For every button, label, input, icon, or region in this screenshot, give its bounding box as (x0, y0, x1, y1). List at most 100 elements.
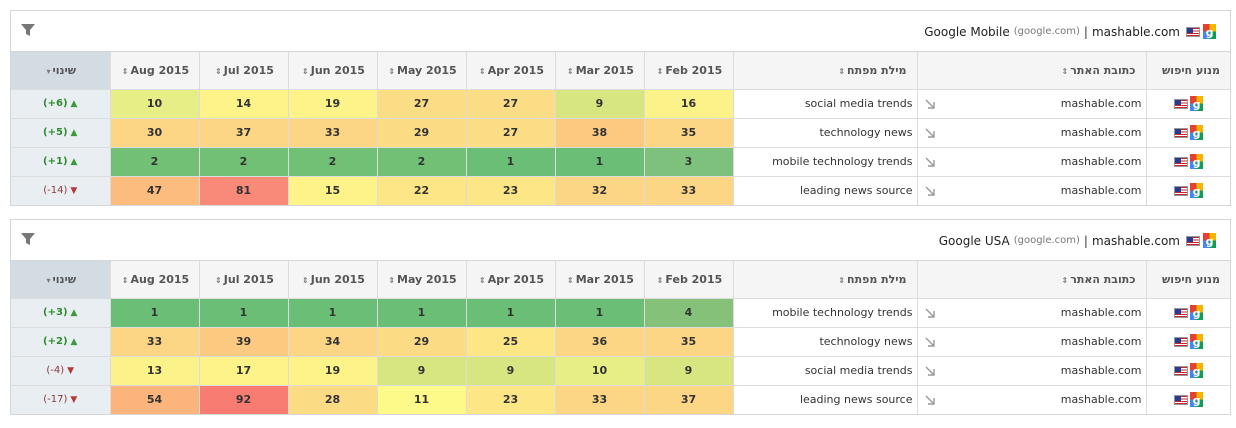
rank-cell: 32 (554, 175, 645, 205)
rank-change-cell: (-14) ▼ (11, 175, 111, 205)
filter-icon[interactable] (20, 231, 36, 247)
svg-text:g: g (1192, 365, 1200, 378)
site-column-header[interactable]: ⇕ כתובת האתר (916, 261, 1147, 299)
keyword-cell: technology news (732, 326, 918, 357)
month-column-header[interactable]: ⇕ Feb 2015 (643, 52, 734, 90)
engine-domain: (google.com) (1013, 235, 1080, 246)
rank-cell: 19 (287, 88, 378, 119)
rank-cell: 17 (198, 355, 289, 386)
site-cell: mashable.com (916, 355, 1147, 386)
google-icon: g (1189, 96, 1203, 111)
month-column-header[interactable]: ⇕ Jun 2015 (287, 52, 378, 90)
rank-cell: 2 (376, 146, 467, 177)
month-column-header[interactable]: ⇕ Jul 2015 (198, 261, 289, 299)
rank-cell: 15 (287, 175, 378, 205)
rank-cell: 27 (376, 88, 467, 119)
rank-cell: 13 (109, 355, 200, 386)
external-link-icon[interactable] (924, 127, 936, 139)
external-link-icon[interactable] (924, 336, 936, 348)
panel-header: Google Mobile (google.com) | mashable.com g (11, 11, 1230, 52)
us-flag-icon (1186, 235, 1200, 246)
rank-cell: 23 (465, 384, 556, 414)
rank-cell: 9 (376, 355, 467, 386)
engine-column-header: מנוע חיפוש (1145, 52, 1230, 90)
title-separator: | (1083, 24, 1088, 39)
external-link-icon[interactable] (924, 307, 936, 319)
google-icon: g (1189, 125, 1203, 140)
sort-icon: ⇕ (838, 275, 846, 285)
us-flag-icon (1173, 307, 1188, 318)
panel-title: Google USA (google.com) | mashable.com g (939, 233, 1216, 248)
rank-cell: 1 (465, 146, 556, 177)
arrow-up-icon: ▲ (70, 337, 78, 347)
rank-cell: 28 (287, 384, 378, 414)
rank-cell: 29 (376, 117, 467, 148)
change-column-header[interactable]: ▾ שינוי (11, 261, 111, 299)
external-link-icon[interactable] (924, 98, 936, 110)
us-flag-icon (1173, 156, 1188, 167)
rank-cell: 2 (198, 146, 289, 177)
keyword-cell: technology news (732, 117, 918, 148)
month-column-header[interactable]: ⇕ Jul 2015 (198, 52, 289, 90)
rank-cell: 36 (554, 326, 645, 357)
month-column-header[interactable]: ⇕ Apr 2015 (465, 52, 556, 90)
site-column-header[interactable]: ⇕ כתובת האתר (916, 52, 1147, 90)
rank-cell: 33 (554, 384, 645, 414)
sort-icon: ⇕ (567, 66, 574, 76)
rank-change-cell: (+5) ▲ (11, 117, 111, 148)
engine-cell: g (1145, 146, 1230, 177)
month-column-header[interactable]: ⇕ May 2015 (376, 52, 467, 90)
table-row: (+5) ▲ 30 37 33 29 27 38 35 technology news mashab… (11, 117, 1230, 148)
month-column-header[interactable]: ⇕ Jun 2015 (287, 261, 378, 299)
rank-cell: 37 (198, 117, 289, 148)
sort-icon: ⇕ (215, 275, 222, 285)
external-link-icon[interactable] (924, 156, 936, 168)
keyword-cell: leading news source (732, 384, 918, 414)
external-link-icon[interactable] (924, 185, 936, 197)
svg-text:g: g (1192, 307, 1200, 320)
month-column-header[interactable]: ⇕ Mar 2015 (554, 261, 645, 299)
google-icon: g (1189, 305, 1203, 320)
sort-icon: ⇕ (121, 275, 129, 285)
change-column-header[interactable]: ▾ שינוי (11, 52, 111, 90)
rank-cell: 35 (643, 117, 734, 148)
site-cell: mashable.com (916, 384, 1147, 414)
ranking-table: ▾ שינוי ⇕ Aug 2015 ⇕ Jul 2015 ⇕ Jun 2015 ⇕ May 20… (11, 261, 1230, 414)
sort-icon: ⇕ (215, 66, 222, 76)
sort-icon: ⇕ (479, 66, 486, 76)
rank-cell: 2 (109, 146, 200, 177)
month-column-header[interactable]: ⇕ May 2015 (376, 261, 467, 299)
sort-icon: ⇕ (1061, 66, 1069, 76)
month-column-header[interactable]: ⇕ Mar 2015 (554, 52, 645, 90)
keyword-column-header[interactable]: ⇕ מילת מפתח (732, 52, 918, 90)
table-row: (+2) ▲ 33 39 34 29 25 36 35 technology news mashab… (11, 326, 1230, 357)
engine-name: Google USA (938, 233, 1010, 248)
month-column-header[interactable]: ⇕ Apr 2015 (465, 261, 556, 299)
sort-icon: ⇕ (388, 66, 396, 76)
svg-text:g: g (1206, 235, 1214, 248)
sort-icon: ⇕ (656, 66, 664, 76)
sort-icon: ⇕ (302, 275, 309, 285)
external-link-icon[interactable] (924, 394, 936, 406)
table-row: (-17) ▼ 54 92 28 11 23 33 37 leading news source m… (11, 384, 1230, 414)
external-link-icon[interactable] (924, 365, 936, 377)
sort-icon: ⇕ (1061, 275, 1069, 285)
ranking-panel: Google USA (google.com) | mashable.com g ▾ שינ… (10, 219, 1231, 415)
rank-cell: 9 (554, 88, 645, 119)
rank-cell: 2 (287, 146, 378, 177)
keyword-column-header[interactable]: ⇕ מילת מפתח (732, 261, 918, 299)
filter-icon[interactable] (20, 22, 36, 38)
panel-title: Google Mobile (google.com) | mashable.com g (924, 24, 1216, 39)
rank-cell: 10 (554, 355, 645, 386)
svg-text:g: g (1192, 185, 1200, 198)
month-column-header[interactable]: ⇕ Feb 2015 (643, 261, 734, 299)
arrow-up-icon: ▲ (70, 128, 78, 138)
arrow-down-icon: ▼ (70, 186, 78, 197)
month-column-header[interactable]: ⇕ Aug 2015 (109, 52, 200, 90)
rank-cell: 1 (554, 146, 645, 177)
rank-cell: 1 (109, 297, 200, 328)
us-flag-icon (1173, 127, 1188, 138)
rank-cell: 39 (198, 326, 289, 357)
engine-column-header: מנוע חיפוש (1145, 261, 1230, 299)
month-column-header[interactable]: ⇕ Aug 2015 (109, 261, 200, 299)
